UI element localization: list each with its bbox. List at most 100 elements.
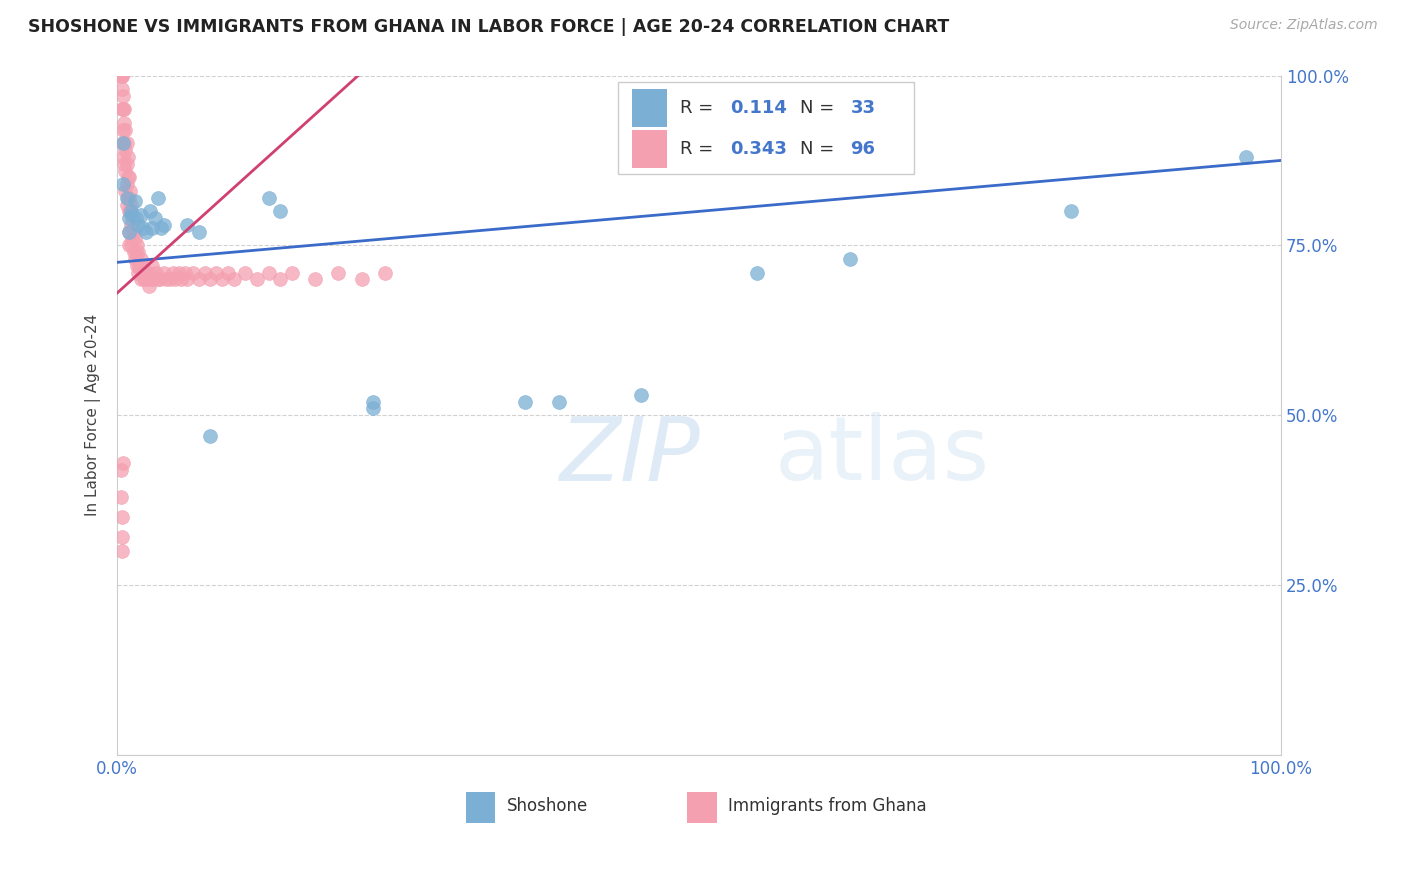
Point: [129, 252, 152, 266]
Point: [121, 208, 143, 222]
Point: [548, 394, 571, 409]
Point: [111, 69, 134, 83]
Point: [839, 252, 862, 266]
Point: [111, 510, 134, 524]
Point: [281, 266, 304, 280]
Point: [115, 197, 138, 211]
Point: [246, 272, 269, 286]
Point: [187, 225, 209, 239]
Point: [114, 143, 136, 157]
Point: [112, 123, 135, 137]
Point: [361, 394, 384, 409]
Point: [114, 163, 136, 178]
Point: [110, 69, 132, 83]
Point: [159, 272, 181, 286]
Point: [127, 266, 149, 280]
Point: [112, 150, 135, 164]
Point: [121, 231, 143, 245]
Point: [136, 266, 159, 280]
Point: [111, 69, 134, 83]
Point: [124, 231, 146, 245]
Point: [350, 272, 373, 286]
Y-axis label: In Labor Force | Age 20-24: In Labor Force | Age 20-24: [86, 314, 101, 516]
Point: [143, 211, 166, 226]
Point: [257, 266, 280, 280]
Point: [139, 204, 162, 219]
Point: [187, 272, 209, 286]
Point: [132, 272, 155, 286]
Point: [155, 272, 177, 286]
Point: [112, 178, 135, 192]
Point: [112, 136, 135, 151]
Point: [124, 252, 146, 266]
Point: [110, 69, 132, 83]
Point: [1234, 150, 1257, 164]
Point: [205, 266, 228, 280]
Point: [114, 123, 136, 137]
Point: [141, 221, 163, 235]
Text: Shoshone: Shoshone: [508, 797, 588, 814]
Point: [162, 266, 184, 280]
Point: [145, 266, 167, 280]
Point: [111, 544, 134, 558]
Point: [141, 259, 163, 273]
Point: [149, 272, 172, 286]
Text: N =: N =: [800, 140, 841, 158]
Point: [135, 225, 157, 239]
Point: [138, 279, 160, 293]
Point: [115, 136, 138, 151]
Point: [1060, 204, 1083, 219]
Point: [110, 462, 132, 476]
Point: [132, 259, 155, 273]
Point: [114, 184, 136, 198]
Point: [142, 272, 165, 286]
Point: [747, 266, 769, 280]
Point: [630, 388, 652, 402]
Point: [111, 530, 134, 544]
Point: [128, 259, 150, 273]
Point: [269, 204, 291, 219]
Point: [127, 218, 149, 232]
Point: [118, 191, 141, 205]
Point: [233, 266, 256, 280]
Text: R =: R =: [681, 99, 720, 117]
Point: [125, 245, 148, 260]
Point: [176, 218, 198, 232]
Point: [513, 394, 536, 409]
Point: [217, 266, 239, 280]
Text: R =: R =: [681, 140, 720, 158]
FancyBboxPatch shape: [631, 89, 666, 127]
Point: [127, 245, 149, 260]
Point: [118, 204, 141, 219]
Point: [115, 178, 138, 192]
FancyBboxPatch shape: [617, 82, 914, 174]
Point: [153, 266, 176, 280]
Point: [257, 191, 280, 205]
Point: [112, 103, 135, 117]
Point: [112, 157, 135, 171]
Point: [121, 211, 143, 226]
Point: [193, 266, 215, 280]
Point: [132, 221, 155, 235]
Point: [122, 245, 145, 260]
Point: [120, 204, 142, 219]
Point: [112, 89, 135, 103]
Point: [120, 204, 142, 219]
Point: [146, 191, 169, 205]
FancyBboxPatch shape: [467, 792, 495, 822]
Point: [115, 157, 138, 171]
Point: [118, 170, 141, 185]
FancyBboxPatch shape: [688, 792, 717, 822]
Point: [129, 272, 152, 286]
Point: [146, 272, 169, 286]
Text: 0.114: 0.114: [731, 99, 787, 117]
Point: [139, 272, 162, 286]
Point: [131, 266, 153, 280]
Point: [153, 218, 176, 232]
Point: [200, 272, 222, 286]
Point: [165, 272, 187, 286]
Point: [112, 116, 135, 130]
Point: [120, 184, 142, 198]
Point: [117, 191, 139, 205]
Point: [120, 197, 142, 211]
